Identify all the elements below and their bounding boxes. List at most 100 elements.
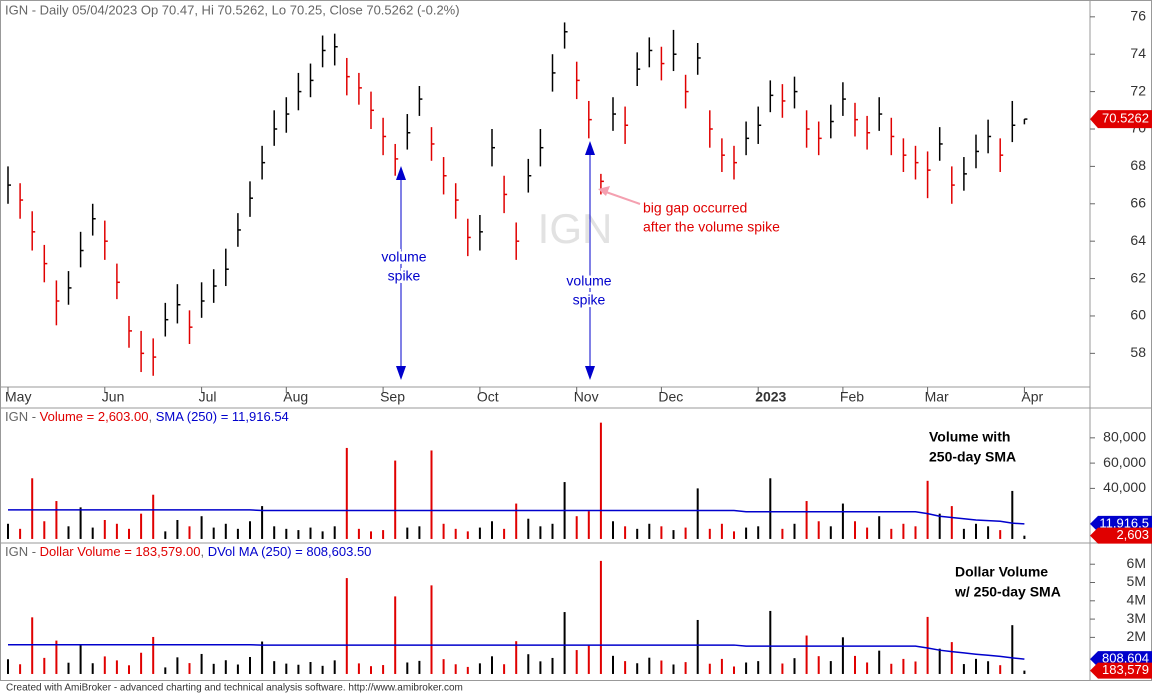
- volume-bar: [599, 422, 602, 539]
- volume-bar: [31, 617, 34, 674]
- volume-bar: [297, 664, 300, 674]
- volume-bar: [128, 528, 130, 539]
- x-tick-label: 2023: [755, 389, 786, 405]
- volume-bar: [1023, 535, 1026, 539]
- volume-bar: [624, 526, 627, 539]
- volume-bar: [236, 664, 239, 674]
- volume-bar: [684, 527, 687, 539]
- footer: Created with AmiBroker - advanced charti…: [6, 683, 463, 693]
- last-value-tag: [1090, 110, 1152, 129]
- volume-bar: [140, 652, 143, 674]
- volume-bar: [115, 660, 118, 674]
- volume-bar: [902, 658, 905, 674]
- volume-bar: [539, 526, 542, 539]
- volume-bar: [805, 635, 808, 674]
- volume-bar: [55, 501, 58, 539]
- annotation: spike: [388, 268, 421, 284]
- volume-bar: [128, 665, 130, 674]
- volume-bar: [878, 650, 881, 674]
- volume-bar: [781, 663, 784, 674]
- volume-bar: [987, 661, 990, 674]
- volume-bar: [357, 528, 360, 539]
- volume-bar: [79, 507, 82, 539]
- volume-bar: [370, 531, 372, 539]
- volume-bar: [563, 612, 566, 674]
- volume-bar: [430, 450, 433, 539]
- annotation: spike: [573, 292, 606, 308]
- last-value-tag: [1090, 527, 1152, 544]
- volume-bar: [249, 521, 251, 539]
- last-value-label: 2,603: [1116, 527, 1149, 542]
- volume-bar: [539, 661, 542, 674]
- volume-bar: [321, 665, 324, 674]
- volume-bar: [466, 666, 469, 674]
- volume-bar: [430, 585, 433, 674]
- volume-bar: [152, 494, 155, 539]
- volume-bar: [805, 501, 808, 539]
- volume-bar: [261, 641, 264, 674]
- volume-bar: [19, 664, 22, 674]
- volume-bar: [285, 663, 288, 674]
- volume-bar: [478, 663, 481, 674]
- panel-note: 250-day SMA: [929, 449, 1016, 465]
- volume-bar: [188, 663, 191, 674]
- volume-bar: [914, 526, 917, 539]
- ma-line: [8, 643, 1025, 660]
- y-tick-label: 62: [1130, 269, 1146, 285]
- volume-bar: [769, 610, 772, 674]
- x-tick-label: Oct: [477, 389, 499, 405]
- volume-bar: [406, 527, 409, 539]
- header-part: IGN -: [5, 409, 40, 424]
- volume-bar: [866, 662, 869, 674]
- volume-bar: [624, 661, 627, 674]
- volume-bar: [491, 521, 493, 539]
- volume-bar: [103, 519, 106, 539]
- volume-bar: [224, 523, 227, 539]
- volume-bar: [999, 665, 1002, 674]
- volume-bar: [357, 663, 360, 674]
- volume-bar: [261, 506, 264, 539]
- volume-bar: [999, 530, 1002, 539]
- volume-bar: [418, 526, 421, 539]
- annotation: volume: [381, 249, 426, 265]
- volume-bar: [224, 660, 227, 674]
- volume-bar: [115, 523, 118, 539]
- volume-bar: [19, 528, 22, 539]
- volume-bar: [333, 660, 336, 674]
- panel-note: Volume with: [929, 429, 1010, 445]
- volume-bar: [793, 523, 796, 539]
- last-value-label: 808,604: [1102, 651, 1149, 666]
- volume-bar: [769, 478, 772, 539]
- volume-bar: [176, 519, 179, 539]
- volume-bar: [551, 523, 554, 539]
- volume-bar: [212, 663, 215, 674]
- volume-bar: [406, 662, 409, 674]
- volume-bar: [975, 523, 977, 539]
- volume-bar: [914, 661, 917, 674]
- volume-bar: [103, 656, 106, 674]
- header-part: Volume = 2,603.00: [40, 409, 149, 424]
- volume-bar: [938, 648, 941, 674]
- header-part: ,: [200, 544, 207, 559]
- volume-bar: [67, 526, 70, 539]
- volume-bar: [841, 637, 844, 674]
- volume-bar: [757, 526, 760, 539]
- header-part: DVol MA (250) = 808,603.50: [208, 544, 372, 559]
- volume-bar: [321, 531, 324, 539]
- x-tick-label: Aug: [283, 389, 308, 405]
- y-tick-label: 80,000: [1103, 429, 1146, 445]
- volume-bar: [696, 488, 699, 539]
- volume-bar: [466, 531, 469, 539]
- last-value-label: 183,579: [1102, 662, 1149, 677]
- volume-bar: [720, 523, 723, 539]
- volume-bar: [926, 616, 929, 674]
- volume-bar: [236, 528, 239, 539]
- volume-bar: [7, 659, 9, 674]
- x-tick-label: Apr: [1021, 389, 1043, 405]
- y-tick-label: 2M: [1127, 628, 1146, 644]
- volume-bar: [152, 636, 155, 674]
- y-tick-label: 64: [1130, 232, 1146, 248]
- volume-bar: [345, 447, 348, 539]
